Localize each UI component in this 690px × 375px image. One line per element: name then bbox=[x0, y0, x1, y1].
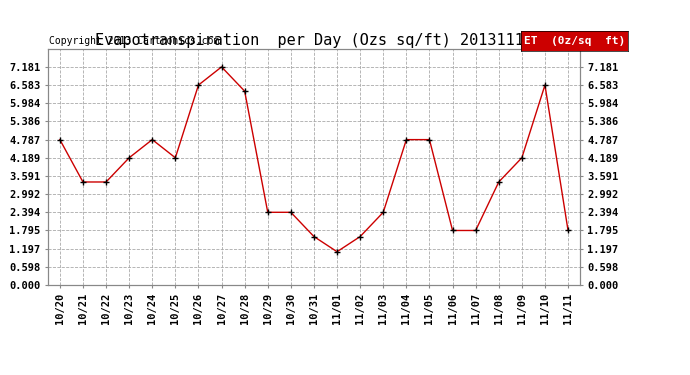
Text: ET  (0z/sq  ft): ET (0z/sq ft) bbox=[524, 36, 625, 46]
Text: Copyright 2013 Cartronics.com: Copyright 2013 Cartronics.com bbox=[49, 36, 219, 46]
Title: Evapotranspiration  per Day (Ozs sq/ft) 20131112: Evapotranspiration per Day (Ozs sq/ft) 2… bbox=[95, 33, 533, 48]
